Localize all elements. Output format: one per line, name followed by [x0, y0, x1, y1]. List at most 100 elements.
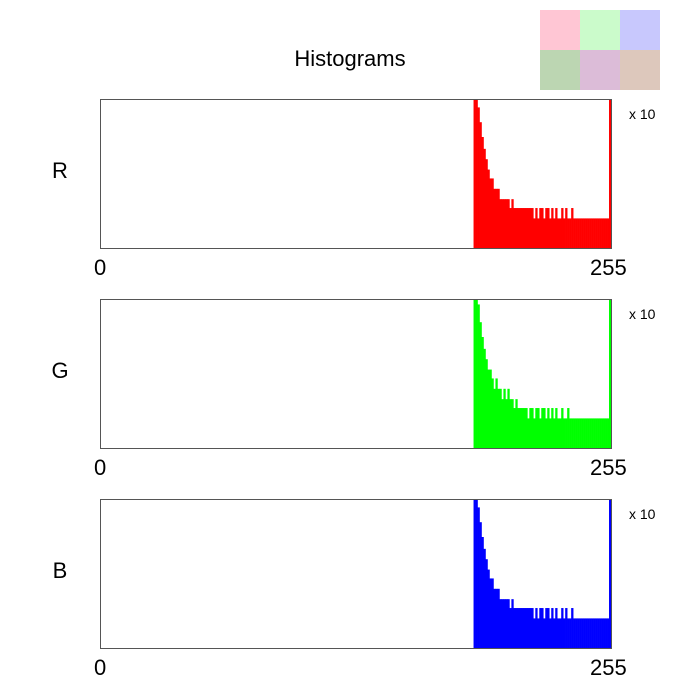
- histogram-bar-g-232: [563, 418, 566, 448]
- histogram-bar-r-238: [575, 218, 578, 248]
- histogram-g: [100, 299, 612, 449]
- histogram-bar-g-243: [585, 418, 588, 448]
- histogram-bar-r-212: [523, 208, 526, 248]
- histogram-bar-b-218: [535, 608, 538, 648]
- swatch-3: [620, 10, 660, 50]
- histogram-bar-g-187: [473, 300, 476, 448]
- histogram-bar-b-213: [525, 608, 528, 648]
- histogram-bar-g-190: [479, 322, 482, 448]
- histogram-bar-r-255: [609, 100, 611, 248]
- histogram-bar-b-196: [491, 578, 494, 648]
- scale-label-g: x 10: [629, 306, 656, 322]
- histogram-bar-r-187: [473, 100, 476, 248]
- histogram-bar-g-201: [501, 399, 504, 448]
- histogram-bar-r-215: [529, 208, 532, 248]
- histogram-bar-r-247: [593, 218, 596, 248]
- histogram-bar-g-234: [567, 408, 570, 448]
- channel-label-b: B: [52, 558, 68, 583]
- x-tick-min-g: 0: [94, 455, 107, 480]
- histogram-bar-g-250: [599, 418, 602, 448]
- histogram-bar-b-220: [539, 608, 542, 648]
- histogram-bar-r-195: [489, 178, 492, 248]
- histogram-bar-r-199: [497, 188, 500, 248]
- histogram-bar-g-231: [561, 408, 564, 448]
- histogram-bar-g-207: [513, 408, 516, 448]
- histogram-bar-b-208: [515, 608, 518, 648]
- histogram-bar-g-253: [605, 418, 608, 448]
- histogram-bar-b-227: [553, 618, 556, 648]
- histogram-bar-g-220: [539, 418, 542, 448]
- histogram-bar-r-211: [521, 208, 524, 248]
- histogram-bar-r-246: [591, 218, 594, 248]
- histogram-bar-g-238: [575, 418, 578, 448]
- histogram-bar-r-208: [515, 208, 518, 248]
- histogram-bar-g-248: [595, 418, 598, 448]
- channel-label-g: G: [51, 358, 69, 383]
- histogram-bar-b-194: [487, 569, 490, 648]
- histogram-bar-b-230: [559, 618, 562, 648]
- histogram-bar-b-228: [555, 608, 558, 648]
- histogram-bar-b-192: [483, 548, 486, 648]
- channel-label-r: R: [52, 158, 68, 183]
- histogram-bar-r-237: [573, 218, 576, 248]
- histogram-bar-g-226: [551, 408, 554, 448]
- histogram-bar-r-225: [549, 218, 552, 248]
- histogram-b-svg: [473, 500, 611, 648]
- histogram-bar-g-255: [609, 300, 611, 448]
- swatch-5: [580, 50, 620, 90]
- histogram-bar-b-232: [563, 618, 566, 648]
- x-tick-min-b: 0: [94, 655, 107, 680]
- histogram-bar-r-241: [581, 218, 584, 248]
- swatch-4: [540, 50, 580, 90]
- histogram-bar-g-196: [491, 378, 494, 448]
- histogram-bar-b-234: [567, 618, 570, 648]
- histogram-bar-r-200: [499, 199, 502, 248]
- scale-label-b: x 10: [629, 506, 656, 522]
- histogram-bar-b-190: [479, 522, 482, 648]
- histogram-bar-g-254: [607, 418, 610, 448]
- histogram-bar-g-206: [511, 399, 514, 448]
- histogram-bar-b-237: [573, 618, 576, 648]
- histogram-bar-r-188: [475, 100, 478, 248]
- histogram-bar-r-189: [477, 107, 480, 248]
- histogram-bar-b-205: [509, 608, 512, 648]
- x-tick-max-g: 255: [590, 455, 627, 480]
- histogram-bar-b-223: [545, 608, 548, 648]
- histogram-bar-g-252: [603, 418, 606, 448]
- histogram-bar-r-191: [481, 137, 484, 248]
- histogram-bar-g-209: [517, 408, 520, 448]
- histogram-bar-g-236: [571, 418, 574, 448]
- histogram-bar-b-199: [497, 588, 500, 648]
- histogram-bar-r-239: [577, 218, 580, 248]
- histogram-bar-b-198: [495, 588, 498, 648]
- histogram-bar-b-236: [571, 608, 574, 648]
- histogram-bar-g-233: [565, 418, 568, 448]
- histogram-bar-r-196: [491, 178, 494, 248]
- histogram-bar-b-212: [523, 608, 526, 648]
- histogram-bar-g-225: [549, 418, 552, 448]
- histogram-bar-b-249: [597, 618, 600, 648]
- histogram-bar-b-235: [569, 618, 572, 648]
- histogram-bar-r-202: [503, 199, 506, 248]
- histogram-bar-b-209: [517, 608, 520, 648]
- histogram-bar-b-225: [549, 618, 552, 648]
- histogram-bar-r-235: [569, 218, 572, 248]
- histogram-bar-b-217: [533, 618, 536, 648]
- histogram-bar-r-243: [585, 218, 588, 248]
- x-tick-max-b: 255: [590, 655, 627, 680]
- histogram-bar-r-240: [579, 218, 582, 248]
- histogram-bar-g-247: [593, 418, 596, 448]
- histogram-bar-g-205: [509, 399, 512, 448]
- histogram-bar-b-195: [489, 578, 492, 648]
- histogram-bar-r-249: [597, 218, 600, 248]
- histogram-bar-b-193: [485, 559, 488, 648]
- histogram-bar-b-215: [529, 608, 532, 648]
- histogram-bar-b-210: [519, 608, 522, 648]
- histogram-bar-g-213: [525, 408, 528, 448]
- histogram-bar-g-204: [507, 388, 510, 448]
- histogram-r-svg: [473, 100, 611, 248]
- histogram-bar-g-211: [521, 408, 524, 448]
- histogram-bar-r-213: [525, 208, 528, 248]
- histogram-bar-g-249: [597, 418, 600, 448]
- histogram-bar-b-243: [585, 618, 588, 648]
